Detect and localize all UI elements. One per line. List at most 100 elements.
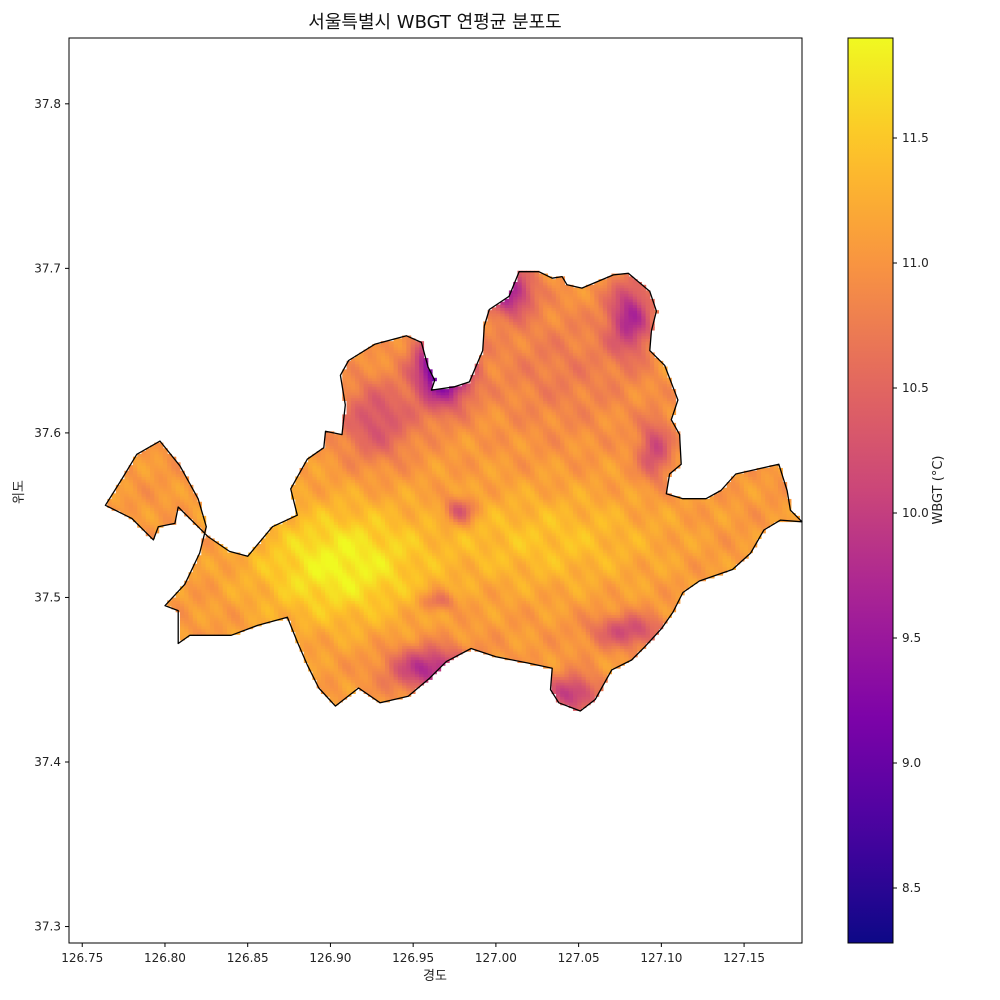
heat-cell [427,639,433,644]
heat-cell [551,608,557,613]
heat-cell [325,676,331,680]
heat-cell [594,639,600,644]
heat-cell [547,603,553,607]
heat-cell [500,651,506,655]
heat-cell [367,591,373,596]
heat-cell [359,679,365,683]
heat-cell [641,637,647,641]
heat-cell [427,606,433,610]
heat-cell [543,614,548,618]
heat-cell [325,670,331,675]
heat-cell [175,600,181,604]
heat-cell [432,642,437,647]
heat-cell [380,690,386,694]
heat-cell [423,591,429,596]
heat-cell [303,656,309,661]
heat-cell [577,665,583,669]
heat-cell [547,637,553,641]
heat-cell [581,684,587,689]
heat-cell [397,611,403,616]
heat-cell [376,608,382,613]
heat-cell [564,625,570,630]
heat-cell [316,665,322,669]
heat-cell [201,597,207,601]
heat-cell [581,639,587,644]
heat-cell [628,600,634,604]
heat-cell [419,597,425,601]
heat-cell [419,603,425,607]
heat-cell [410,662,416,666]
heat-cell [517,606,523,610]
heat-cell [508,631,514,635]
heat-cell [346,662,352,666]
heat-cell [397,620,403,624]
heat-cell [496,597,501,601]
heat-cell [500,608,506,613]
heat-cell [568,606,574,610]
heat-cell [602,673,608,678]
heat-cell [474,628,480,632]
heat-cell [320,634,326,638]
heat-cell [414,673,420,678]
heat-cell [201,617,207,621]
heat-cell [534,625,540,630]
heat-cell [491,611,497,616]
heat-cell [179,603,185,607]
heat-cell [402,659,407,663]
heat-cell [555,620,561,624]
heat-cell [179,608,185,613]
heat-cell [543,625,548,630]
heat-cell [342,637,348,641]
heat-cell [363,659,369,663]
heat-cell [478,608,484,613]
heat-cell [419,665,425,669]
heat-cell [380,622,386,627]
heat-cell [607,600,613,604]
heat-cell [299,591,305,596]
heat-cell [308,648,313,652]
heat-cell [410,653,416,658]
heat-cell [594,600,600,604]
heat-cell [244,606,249,610]
heat-cell [423,676,429,680]
heat-cell [312,625,318,630]
heat-cell [440,653,446,658]
heat-cell [256,594,262,599]
heat-cell [577,639,583,644]
heat-cell [564,687,570,692]
heat-cell [325,603,331,607]
heat-cell [167,600,172,604]
heat-cell [423,648,429,652]
heat-cell [389,631,395,635]
heat-cell [406,684,412,689]
heat-cell [423,611,429,616]
heat-cell [457,637,463,641]
heat-cell [577,625,583,630]
heat-cell [406,679,412,683]
heat-cell [380,653,386,658]
heat-cell [538,639,544,644]
heat-cell [461,622,467,627]
heat-cell [645,634,651,638]
heat-cell [568,696,574,700]
heat-cell [628,606,634,610]
heat-cell [594,659,600,663]
heat-cell [209,600,215,604]
heat-cell [197,591,202,596]
heat-cell [278,597,284,601]
heat-cell [440,622,446,627]
heat-cell [551,620,557,624]
heat-cell [303,628,309,632]
heat-cell [444,653,450,658]
heat-cell [355,662,360,666]
heat-cell [389,687,395,692]
heat-cell [457,611,463,616]
heat-cell [376,659,382,663]
heat-cell [308,631,313,635]
heat-cell [171,597,177,601]
heat-cell [355,665,360,669]
heat-cell [214,600,219,604]
heat-cell [205,600,211,604]
heat-cell [325,656,331,661]
heat-cell [500,648,506,652]
